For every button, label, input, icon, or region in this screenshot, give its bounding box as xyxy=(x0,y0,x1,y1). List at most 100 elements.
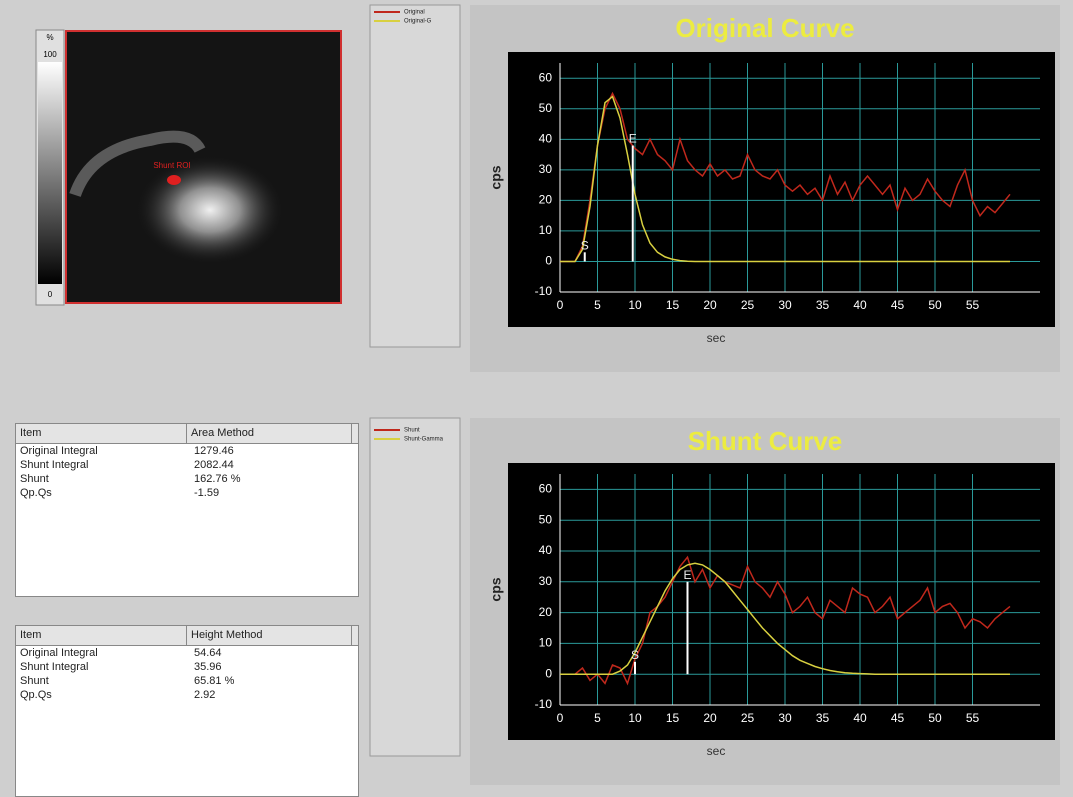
header-cell: Item xyxy=(16,626,187,645)
y-axis-label: cps xyxy=(488,577,504,601)
x-axis-label: sec xyxy=(707,744,726,758)
cell: 1279.46 xyxy=(194,445,234,457)
header-cell: Height Method xyxy=(187,626,352,645)
table-row: Shunt 65.81 % xyxy=(16,674,358,688)
y-tick-label: 30 xyxy=(539,574,553,588)
table-row: Shunt 162.76 % xyxy=(16,472,358,486)
y-tick-label: 60 xyxy=(539,482,553,496)
cell: 162.76 % xyxy=(194,473,241,485)
x-tick-label: 50 xyxy=(928,298,942,312)
x-tick-label: 45 xyxy=(891,298,905,312)
table: Item Area Method Original Integral 1279.46 S… xyxy=(15,423,359,597)
x-tick-label: 25 xyxy=(741,298,755,312)
chart-title: Original Curve xyxy=(675,13,854,43)
table: Item Height Method Original Integral 54.64 S… xyxy=(15,625,359,797)
cell: Shunt xyxy=(20,675,49,687)
scan-blob xyxy=(135,155,285,265)
plot-area xyxy=(508,52,1055,327)
cell: 54.64 xyxy=(194,647,222,659)
y-tick-label: 20 xyxy=(539,193,553,207)
y-tick-label: 30 xyxy=(539,162,553,176)
y-axis-label: cps xyxy=(488,165,504,189)
x-tick-label: 55 xyxy=(966,298,980,312)
x-tick-label: 5 xyxy=(594,298,601,312)
x-tick-label: 40 xyxy=(853,298,867,312)
cell: -1.59 xyxy=(194,487,220,499)
legend-label: Shunt xyxy=(404,428,420,434)
x-tick-label: 45 xyxy=(891,711,905,725)
x-tick-label: 55 xyxy=(966,711,980,725)
x-tick-label: 25 xyxy=(741,711,755,725)
table-row: Original Integral 54.64 xyxy=(16,646,358,660)
cell: 2082.44 xyxy=(194,459,234,471)
cell: Original Integral xyxy=(20,647,98,659)
scan-vessel xyxy=(69,130,206,198)
x-tick-label: 15 xyxy=(666,298,680,312)
cell: 65.81 % xyxy=(194,675,235,687)
marker-label: S xyxy=(631,648,639,662)
table-header: Item Height Method xyxy=(16,626,358,646)
cell: Original Integral xyxy=(20,445,98,457)
x-tick-label: 20 xyxy=(703,711,717,725)
series-line xyxy=(560,555,1011,686)
table-row: Original Integral 1279.46 xyxy=(16,444,358,458)
x-tick-label: 10 xyxy=(628,298,642,312)
series-line xyxy=(560,95,1010,263)
table-row: Qp.Qs -1.59 xyxy=(16,486,358,500)
header-cell: Area Method xyxy=(187,424,352,443)
x-tick-label: 50 xyxy=(928,711,942,725)
y-tick-label: 50 xyxy=(539,101,553,115)
colorbar-unit: % xyxy=(46,33,53,42)
plot-area xyxy=(508,463,1055,740)
y-tick-label: -10 xyxy=(535,697,553,711)
legend-panel xyxy=(369,417,461,757)
x-tick-label: 0 xyxy=(557,298,564,312)
y-tick-label: 60 xyxy=(539,70,553,84)
y-tick-label: 50 xyxy=(539,512,553,526)
legend-label: Shunt-Gamma xyxy=(404,437,444,443)
x-tick-label: 30 xyxy=(778,298,792,312)
header-cell: Item xyxy=(16,424,187,443)
x-tick-label: 0 xyxy=(557,711,564,725)
x-tick-label: 15 xyxy=(666,711,680,725)
marker-label: E xyxy=(629,132,637,146)
legend-panel xyxy=(369,4,461,348)
legend-label: Original xyxy=(404,10,425,16)
y-tick-label: 0 xyxy=(545,254,552,268)
legend-label: Original-G xyxy=(404,19,432,25)
table-header: Item Area Method xyxy=(16,424,358,444)
chart-title: Shunt Curve xyxy=(688,426,843,456)
y-tick-label: 20 xyxy=(539,605,553,619)
cell: Shunt Integral xyxy=(20,459,89,471)
marker-label: E xyxy=(683,568,691,582)
x-tick-label: 20 xyxy=(703,298,717,312)
cell: Qp.Qs xyxy=(20,689,52,701)
y-tick-label: -10 xyxy=(535,284,553,298)
cell: Qp.Qs xyxy=(20,487,52,499)
y-tick-label: 40 xyxy=(539,543,553,557)
table-row: Shunt Integral 35.96 xyxy=(16,660,358,674)
y-tick-label: 40 xyxy=(539,132,553,146)
colorbar-max: 100 xyxy=(43,50,57,59)
y-tick-label: 0 xyxy=(545,666,552,680)
x-tick-label: 10 xyxy=(628,711,642,725)
colorbar-min: 0 xyxy=(48,290,53,299)
series-line xyxy=(560,91,1011,263)
colorbar xyxy=(38,62,62,284)
x-tick-label: 30 xyxy=(778,711,792,725)
cell: 2.92 xyxy=(194,689,216,701)
roi-label: Shunt ROI xyxy=(153,161,190,170)
x-tick-label: 40 xyxy=(853,711,867,725)
x-tick-label: 5 xyxy=(594,711,601,725)
cell: Shunt xyxy=(20,473,49,485)
roi xyxy=(167,175,181,185)
y-tick-label: 10 xyxy=(539,636,553,650)
x-tick-label: 35 xyxy=(816,711,830,725)
y-tick-label: 10 xyxy=(539,223,553,237)
x-axis-label: sec xyxy=(707,331,726,345)
table-row: Qp.Qs 2.92 xyxy=(16,688,358,702)
table-row: Shunt Integral 2082.44 xyxy=(16,458,358,472)
series-line xyxy=(560,562,1010,675)
